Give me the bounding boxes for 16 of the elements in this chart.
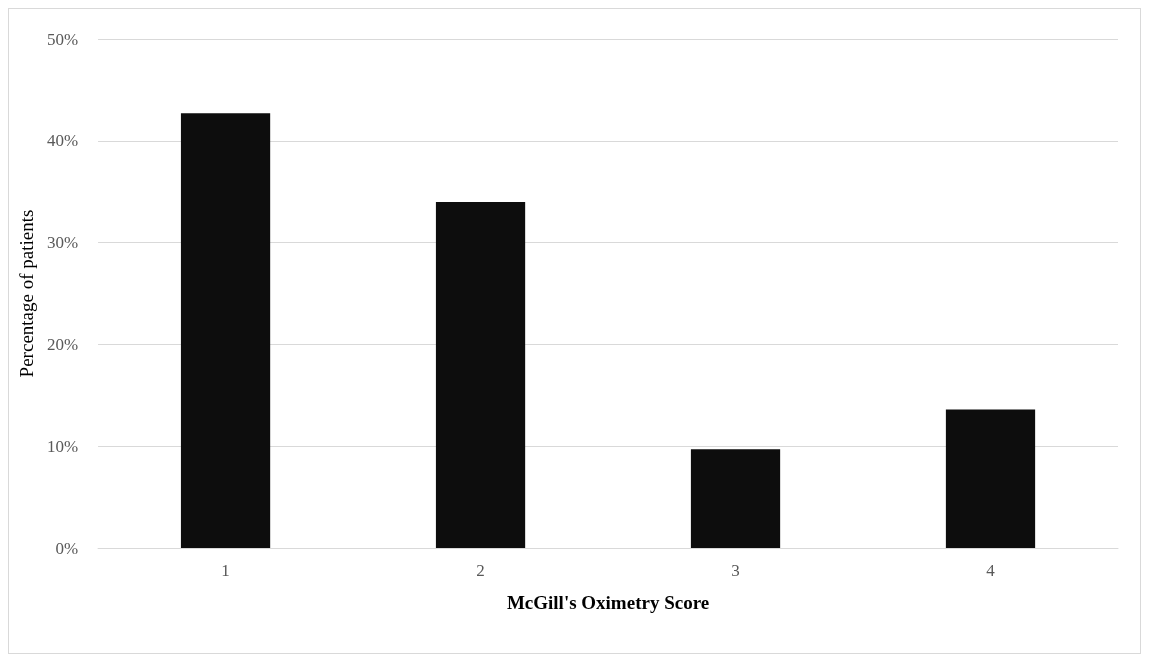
bar <box>690 449 781 548</box>
y-tick-label: 10% <box>46 436 79 456</box>
x-tick-label: 4 <box>986 561 996 580</box>
y-tick-label: 0% <box>55 538 79 558</box>
x-tick-label: 1 <box>221 561 230 580</box>
y-tick-label: 20% <box>46 334 79 354</box>
y-axis-title: Percentage of patients <box>16 209 37 378</box>
y-tick-label: 40% <box>46 131 79 151</box>
y-tick-label: 50% <box>46 29 79 49</box>
bar <box>180 113 271 548</box>
bar <box>945 409 1036 548</box>
x-axis-title: McGill's Oximetry Score <box>506 592 710 613</box>
x-tick-label: 2 <box>476 561 485 580</box>
bar <box>435 201 526 548</box>
y-tick-label: 30% <box>46 233 79 253</box>
x-tick-label: 3 <box>731 561 740 580</box>
